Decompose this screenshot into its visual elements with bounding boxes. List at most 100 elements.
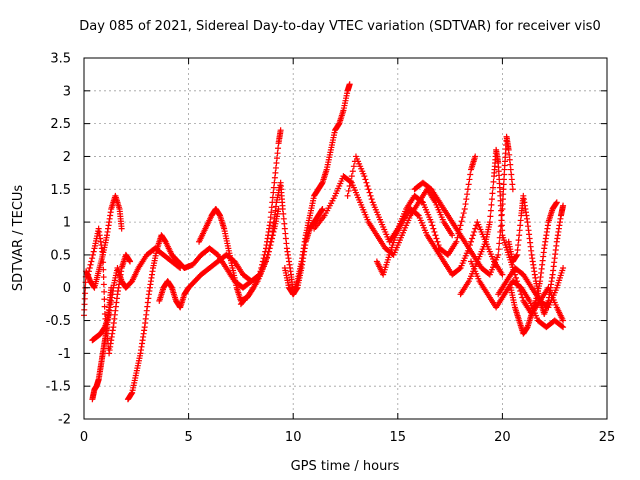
data-point [486, 219, 493, 226]
data-point [345, 187, 352, 194]
data-point [496, 240, 503, 247]
data-point [466, 176, 473, 183]
data-point [487, 207, 494, 214]
data-point [560, 317, 567, 324]
data-point [472, 225, 479, 232]
data-point [464, 186, 471, 193]
data-point [118, 225, 125, 232]
data-point [471, 228, 478, 235]
data-point [349, 168, 356, 175]
data-points [81, 81, 567, 403]
data-point [101, 303, 108, 310]
data-point [350, 163, 357, 170]
y-tick-label: -1.5 [46, 380, 71, 395]
data-point [81, 301, 88, 308]
data-point [512, 274, 519, 281]
data-point [361, 173, 368, 180]
data-point [85, 271, 92, 278]
data-point [468, 238, 475, 245]
x-tick-label: 5 [184, 430, 192, 445]
data-point [488, 201, 495, 208]
data-point [428, 219, 435, 226]
data-point [449, 232, 456, 239]
series-sat-i [281, 81, 353, 298]
data-point [497, 223, 504, 230]
data-point [267, 238, 274, 245]
data-point [453, 238, 460, 245]
series-sat-k [344, 153, 479, 258]
series-sat-b [85, 225, 134, 357]
y-tick-label: -0.5 [46, 314, 71, 329]
x-tick-label: 20 [494, 430, 511, 445]
data-point [100, 281, 107, 288]
plot-frame [83, 57, 608, 420]
data-point [462, 201, 469, 208]
data-point [266, 245, 273, 252]
data-point [457, 222, 464, 229]
data-point [432, 232, 439, 239]
y-tick-label: 1 [63, 216, 71, 231]
y-tick-label: -2 [58, 413, 71, 428]
data-point [364, 182, 371, 189]
data-point [101, 288, 108, 295]
data-point [319, 205, 326, 212]
data-point [87, 261, 94, 268]
data-point [509, 186, 516, 193]
y-tick-label: 0 [63, 281, 71, 296]
data-point [463, 196, 470, 203]
data-point [458, 218, 465, 225]
data-point [433, 235, 440, 242]
data-point [366, 189, 373, 196]
data-point [499, 271, 506, 278]
data-point [99, 251, 106, 258]
x-tick-label: 15 [390, 430, 407, 445]
data-point [264, 251, 271, 258]
data-point [277, 127, 284, 134]
data-point [435, 242, 442, 249]
data-point [346, 182, 353, 189]
y-tick-label: 0.5 [50, 248, 71, 263]
series-sat-f [156, 205, 282, 311]
data-point [490, 178, 497, 185]
data-point [90, 248, 97, 255]
data-point [414, 211, 421, 218]
data-point [429, 222, 436, 229]
data-point [495, 251, 502, 258]
data-point [434, 238, 441, 245]
data-point [489, 184, 496, 191]
x-tick-label: 0 [80, 430, 88, 445]
series-sat-o [468, 258, 567, 331]
data-point [487, 213, 494, 220]
data-point [461, 205, 468, 212]
series-sat-r [495, 265, 567, 311]
data-point [348, 173, 355, 180]
data-point [454, 234, 461, 241]
data-point [553, 199, 560, 206]
series-sat-m [411, 133, 516, 278]
data-point [82, 290, 89, 297]
data-point [362, 176, 369, 183]
y-tick-label: 2 [63, 150, 71, 165]
data-point [467, 171, 474, 178]
series-sat-d [89, 284, 115, 403]
data-point [488, 196, 495, 203]
y-tick-label: 2.5 [50, 117, 71, 132]
data-point [367, 192, 374, 199]
data-point [460, 210, 467, 217]
data-point [265, 248, 272, 255]
data-point [100, 274, 107, 281]
data-point [88, 258, 95, 265]
y-tick-label: 3 [63, 84, 71, 99]
series-sat-q [507, 199, 560, 337]
data-point [263, 258, 270, 265]
data-point [108, 284, 115, 291]
data-point [346, 81, 353, 88]
data-point [347, 178, 354, 185]
data-point [469, 235, 476, 242]
data-point [100, 266, 107, 273]
axis-ticks: 0 5 10 15 20 25 -2 -1.5 -1 -0.5 0 0.5 1 1.5 2 2.5 3 3.5 [46, 52, 616, 446]
data-point [268, 235, 275, 242]
data-point [430, 225, 437, 232]
data-point [472, 153, 479, 160]
